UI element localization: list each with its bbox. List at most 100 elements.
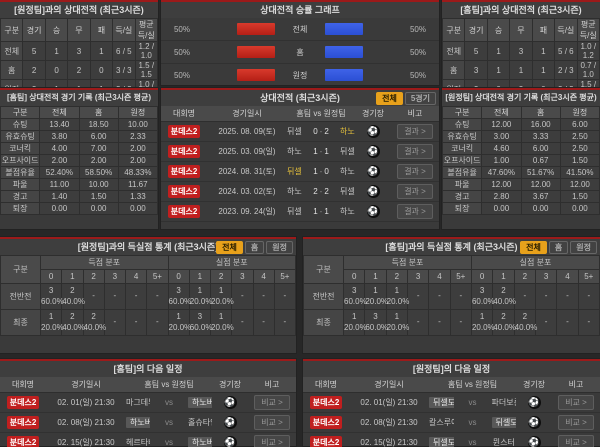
scored-cell: - xyxy=(428,309,451,336)
score-dash: - xyxy=(319,207,323,216)
stat-cell: 0.00 xyxy=(559,202,600,215)
away-team-name: 홀슈타인킬 xyxy=(188,418,212,427)
row-label: 전체 xyxy=(0,41,24,61)
league-badge: 분데스2 xyxy=(309,396,343,409)
row-label: 코너킥 xyxy=(441,142,483,155)
conceded-cell: 2 40.0% xyxy=(513,309,537,336)
stat-cell: 0.7 / 1.0 xyxy=(576,60,600,80)
stadium-cell: ⚽ xyxy=(355,185,391,198)
league-badge: 분데스2 xyxy=(167,205,201,218)
row-label: 퇴장 xyxy=(0,202,41,215)
panel-away-goal-distribution: [원정팀]과의 득실점 통계 (최근3시즌) 전체 홈 원정 구분 득점 분포 실점… xyxy=(0,237,297,353)
distribution-filter-tabs: 전체 홈 원정 xyxy=(216,241,293,254)
vs-label: vs xyxy=(468,418,477,427)
conceded-cell: - xyxy=(577,309,600,336)
compare-button[interactable]: 비교 > xyxy=(254,395,290,410)
bin-header: 0 xyxy=(39,269,63,284)
scored-cell: - xyxy=(428,283,451,310)
stat-cell: 12.00 xyxy=(481,178,522,191)
conceded-group-header: 실점 분포 xyxy=(167,255,296,270)
result-button[interactable]: 결과 > xyxy=(397,164,433,179)
league-cell: 분데스2 xyxy=(303,416,349,429)
league-badge: 분데스2 xyxy=(6,416,40,429)
table-body: 슈팅 13.40 18.50 10.00 유효슈팅 3.80 6.00 2.33 코너킥 4.00… xyxy=(0,118,159,215)
vs-label: vs xyxy=(165,398,173,407)
chart-row-label: 전체 xyxy=(292,24,308,34)
stat-cell: 51.67% xyxy=(520,166,561,179)
scored-cell: - xyxy=(124,309,148,336)
compare-button[interactable]: 비교 > xyxy=(254,435,290,447)
panel-title-text: 상대전적 (최근3시즌) xyxy=(260,93,340,103)
schedule-row: 분데스2 02. 01(일) 21:30 마그데부르크 vs 하노버96 ⚽ 비교 > xyxy=(0,393,296,413)
stat-cell: 10.00 xyxy=(117,118,159,131)
compare-button[interactable]: 비교 > xyxy=(558,395,594,410)
bin-header: 4 xyxy=(428,269,451,284)
scored-cell: 1 20.0% xyxy=(342,309,367,336)
stat-cell: 2.00 xyxy=(78,154,119,167)
stat-cell: 0 xyxy=(89,60,114,80)
match-date: 02. 08(일) 21:30 xyxy=(57,418,115,427)
match-date: 2024. 03. 02(토) xyxy=(218,187,276,196)
score: 1-0 xyxy=(302,167,340,176)
league-badge: 분데스2 xyxy=(167,125,201,138)
stat-cell: 1.00 xyxy=(481,154,522,167)
scored-cell: - xyxy=(82,283,105,310)
result-cell: 결과 > xyxy=(391,124,439,139)
league-cell: 분데스2 xyxy=(303,436,349,447)
conceded-cell: - xyxy=(513,283,536,310)
panel-title: [원정팀]과의 득실점 통계 (최근3시즌) 전체 홈 원정 xyxy=(0,239,296,255)
compare-button[interactable]: 비교 > xyxy=(558,435,594,447)
away-h2h-record-table: 구분 경기 승 무 패 득/실 평균 득/실 전체 5 1 3 1 6 / 5 1.2 / 1.0 홈 2 0 2… xyxy=(0,18,159,99)
table-row: 경고 2.80 3.67 1.50 xyxy=(441,190,600,203)
home-team-name: 마그데부르크 xyxy=(126,398,150,407)
table-head: 구분 득점 분포 실점 분포 0 1 2 3 4 5+ 0 1 2 3 4 5+ xyxy=(303,255,600,284)
soccer-ball-icon: ⚽ xyxy=(366,185,380,198)
home-score: 0 xyxy=(313,127,318,136)
result-cell: 결과 > xyxy=(391,204,439,219)
col-header: 득/실 xyxy=(112,18,136,42)
away-team-name: 하노버96 xyxy=(340,127,355,136)
row-label: 경고 xyxy=(441,190,483,203)
tab-all[interactable]: 전체 xyxy=(216,241,243,254)
tab-5games[interactable]: 5경기 xyxy=(404,92,436,105)
scored-cell: 2 40.0% xyxy=(61,283,85,310)
col-header: 평균 득/실 xyxy=(576,18,600,42)
scored-cell: - xyxy=(146,309,169,336)
away-goal-distribution-table: 구분 득점 분포 실점 분포 0 1 2 3 4 5+ 0 1 2 3 4 5+ 전반전 3 60.0% 2 40… xyxy=(0,255,297,353)
result-button[interactable]: 결과 > xyxy=(397,144,433,159)
result-button[interactable]: 결과 > xyxy=(397,204,433,219)
conceded-cell: 3 60.0% xyxy=(188,309,212,336)
tab-all[interactable]: 전체 xyxy=(376,92,403,105)
result-button[interactable]: 결과 > xyxy=(397,184,433,199)
away-team-cell: 하노버96 xyxy=(188,397,212,408)
compare-button[interactable]: 비교 > xyxy=(254,415,290,430)
home-team-name: 뒤셀도르프 xyxy=(429,397,454,408)
compare-button[interactable]: 비교 > xyxy=(558,415,594,430)
tab-away[interactable]: 원정 xyxy=(570,241,597,254)
tab-home[interactable]: 홈 xyxy=(244,241,265,254)
panel-title: [원정팀] 상대전적 경기 기록 (최근3시즌 평균) xyxy=(442,90,600,106)
bin-header: 1 xyxy=(188,269,212,284)
tab-all[interactable]: 전체 xyxy=(520,241,547,254)
table-row: 슈팅 12.00 16.00 6.00 xyxy=(441,118,600,131)
stat-cell: 1.40 xyxy=(39,190,80,203)
table-body: 전반전 3 60.0% 2 40.0% - - - -3 60.0% 1 20.0% 1 20.… xyxy=(0,283,297,336)
tab-home[interactable]: 홈 xyxy=(548,241,569,254)
home-score: 2 xyxy=(313,187,318,196)
row-label: 슈팅 xyxy=(0,118,41,131)
tab-away[interactable]: 원정 xyxy=(266,241,293,254)
row-label: 최종 xyxy=(303,309,344,336)
col-header-note: 비고 xyxy=(568,380,584,389)
row-label: 오프사이드 xyxy=(441,154,483,167)
league-badge: 분데스2 xyxy=(309,436,343,447)
result-button[interactable]: 결과 > xyxy=(397,124,433,139)
stat-cell: 5 xyxy=(464,41,488,61)
stat-cell: 5 / 6 xyxy=(554,41,578,61)
away-score: 1 xyxy=(324,207,329,216)
col-header-league: 대회명 xyxy=(172,109,196,118)
